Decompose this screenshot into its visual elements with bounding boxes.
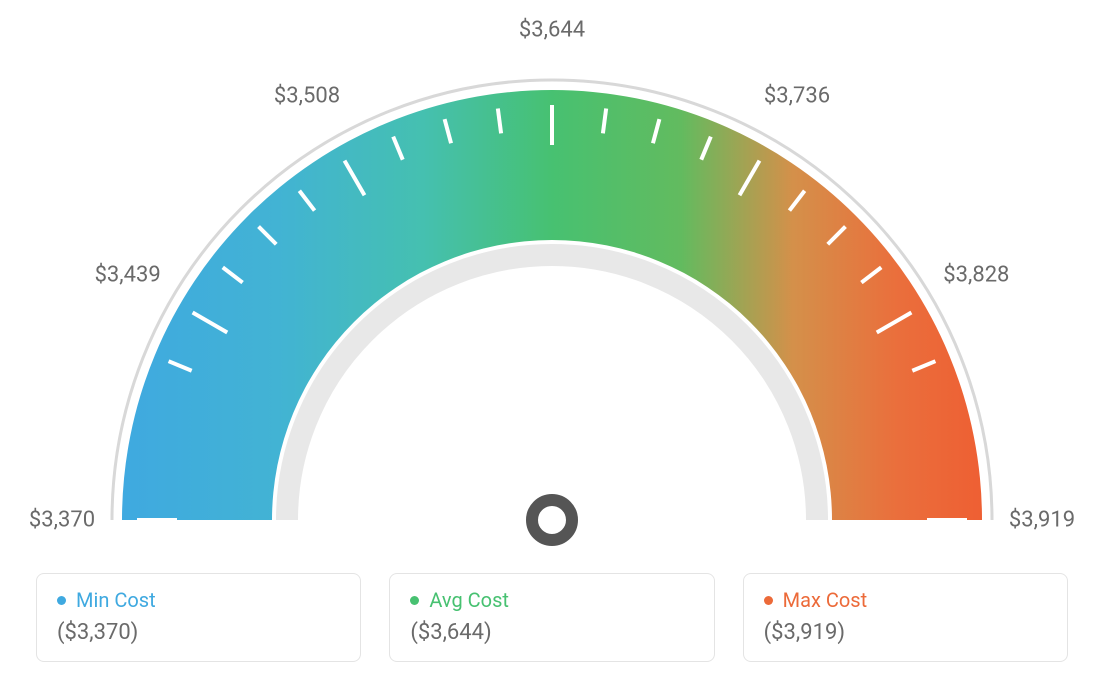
card-value: ($3,919) bbox=[764, 620, 1047, 645]
dot-icon bbox=[764, 596, 773, 605]
gauge-area: $3,370 $3,439 $3,508 $3,644 $3,736 $3,828 $3,9… bbox=[0, 0, 1104, 560]
gauge-tick-label: $3,736 bbox=[764, 83, 830, 108]
gauge-svg bbox=[0, 0, 1104, 560]
gauge-tick-label: $3,439 bbox=[95, 263, 161, 288]
max-cost-card: Max Cost ($3,919) bbox=[743, 573, 1068, 662]
summary-cards: Min Cost ($3,370) Avg Cost ($3,644) Max … bbox=[36, 573, 1068, 662]
card-title: Min Cost bbox=[76, 588, 156, 612]
gauge-hub bbox=[532, 500, 572, 540]
card-title: Max Cost bbox=[783, 588, 868, 612]
card-title-row: Min Cost bbox=[57, 588, 340, 612]
dot-icon bbox=[57, 596, 66, 605]
gauge-tick-label: $3,508 bbox=[274, 83, 340, 108]
min-cost-card: Min Cost ($3,370) bbox=[36, 573, 361, 662]
card-title-row: Avg Cost bbox=[410, 588, 693, 612]
chart-container: $3,370 $3,439 $3,508 $3,644 $3,736 $3,828 $3,9… bbox=[0, 0, 1104, 690]
gauge-tick-label: $3,828 bbox=[943, 263, 1009, 288]
gauge-color-arc bbox=[122, 90, 982, 520]
card-title-row: Max Cost bbox=[764, 588, 1047, 612]
card-value: ($3,370) bbox=[57, 620, 340, 645]
avg-cost-card: Avg Cost ($3,644) bbox=[389, 573, 714, 662]
gauge-tick-label: $3,644 bbox=[519, 18, 585, 43]
card-title: Avg Cost bbox=[429, 588, 509, 612]
gauge-tick-label: $3,919 bbox=[1009, 508, 1075, 533]
dot-icon bbox=[410, 596, 419, 605]
card-value: ($3,644) bbox=[410, 620, 693, 645]
gauge-tick-label: $3,370 bbox=[29, 508, 95, 533]
